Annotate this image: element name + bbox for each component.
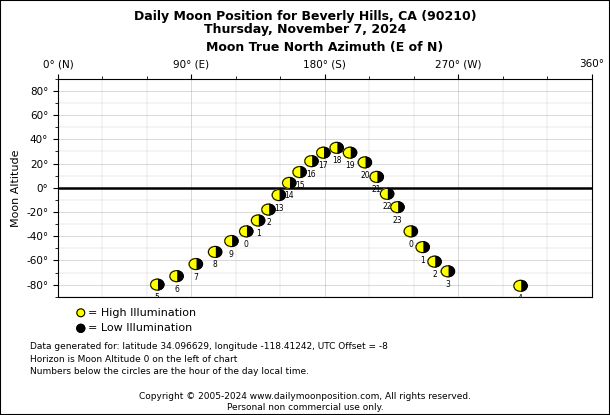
Wedge shape: [305, 156, 312, 166]
Circle shape: [170, 271, 183, 282]
Wedge shape: [330, 142, 337, 153]
Circle shape: [343, 147, 357, 158]
Text: Thursday, November 7, 2024: Thursday, November 7, 2024: [204, 23, 406, 36]
Circle shape: [428, 256, 441, 267]
Wedge shape: [170, 271, 176, 282]
Circle shape: [224, 236, 238, 247]
Text: 8: 8: [213, 261, 218, 269]
X-axis label: Moon True North Azimuth (E of N): Moon True North Azimuth (E of N): [206, 41, 443, 54]
Circle shape: [358, 157, 371, 168]
Circle shape: [77, 309, 85, 317]
Wedge shape: [404, 226, 411, 237]
Wedge shape: [293, 166, 300, 178]
Text: 20: 20: [360, 171, 370, 180]
Text: 3: 3: [445, 280, 450, 289]
Text: 17: 17: [318, 161, 328, 170]
Text: = High Illumination: = High Illumination: [88, 308, 196, 318]
Wedge shape: [317, 147, 323, 158]
Circle shape: [514, 281, 527, 291]
Text: Personal non commercial use only.: Personal non commercial use only.: [227, 403, 383, 413]
Wedge shape: [224, 236, 231, 247]
Circle shape: [251, 215, 265, 226]
Circle shape: [404, 226, 417, 237]
Circle shape: [272, 190, 285, 200]
Wedge shape: [428, 256, 434, 267]
Circle shape: [293, 166, 306, 178]
Y-axis label: Moon Altitude: Moon Altitude: [10, 149, 21, 227]
Wedge shape: [441, 266, 448, 277]
Circle shape: [370, 171, 383, 182]
Text: 0: 0: [408, 240, 413, 249]
Text: 1: 1: [256, 229, 260, 238]
Text: 19: 19: [345, 161, 355, 170]
Text: 5: 5: [155, 293, 160, 302]
Wedge shape: [151, 279, 157, 290]
Text: 18: 18: [332, 156, 342, 165]
Text: 15: 15: [295, 181, 304, 190]
Wedge shape: [209, 247, 215, 257]
Circle shape: [441, 266, 454, 277]
Circle shape: [305, 156, 318, 166]
Circle shape: [240, 226, 253, 237]
Text: 6: 6: [174, 285, 179, 294]
Circle shape: [317, 147, 330, 158]
Circle shape: [77, 325, 85, 332]
Text: 4: 4: [518, 294, 523, 303]
Text: 1: 1: [420, 256, 425, 265]
Circle shape: [416, 242, 429, 253]
Text: = Low Illumination: = Low Illumination: [88, 323, 192, 333]
Circle shape: [262, 204, 275, 215]
Wedge shape: [272, 190, 279, 200]
Text: Copyright © 2005-2024 www.dailymoonposition.com, All rights reserved.: Copyright © 2005-2024 www.dailymoonposit…: [139, 392, 471, 401]
Wedge shape: [343, 147, 350, 158]
Wedge shape: [251, 215, 258, 226]
Wedge shape: [189, 259, 196, 269]
Text: 7: 7: [193, 273, 198, 281]
Wedge shape: [240, 226, 246, 237]
Wedge shape: [381, 188, 387, 199]
Wedge shape: [358, 157, 365, 168]
Circle shape: [330, 142, 343, 153]
Text: 2: 2: [432, 270, 437, 279]
Text: Horizon is Moon Altitude 0 on the left of chart: Horizon is Moon Altitude 0 on the left o…: [30, 355, 238, 364]
Wedge shape: [282, 178, 289, 188]
Wedge shape: [416, 242, 423, 253]
Text: Data generated for: latitude 34.096629, longitude -118.41242, UTC Offset = -8: Data generated for: latitude 34.096629, …: [30, 342, 389, 352]
Wedge shape: [262, 204, 268, 215]
Circle shape: [282, 178, 296, 188]
Circle shape: [391, 202, 404, 212]
Circle shape: [381, 188, 393, 199]
Text: 14: 14: [284, 191, 294, 200]
Circle shape: [151, 279, 164, 290]
Circle shape: [209, 247, 222, 257]
Text: 16: 16: [307, 170, 317, 178]
Text: 13: 13: [274, 203, 284, 212]
Text: 22: 22: [382, 202, 392, 211]
Wedge shape: [391, 202, 398, 212]
Circle shape: [189, 259, 203, 269]
Wedge shape: [370, 171, 377, 182]
Text: 23: 23: [393, 216, 402, 225]
Text: Daily Moon Position for Beverly Hills, CA (90210): Daily Moon Position for Beverly Hills, C…: [134, 10, 476, 23]
Text: 21: 21: [372, 186, 381, 194]
Wedge shape: [514, 281, 520, 291]
Text: Numbers below the circles are the hour of the day local time.: Numbers below the circles are the hour o…: [30, 367, 309, 376]
Text: 0: 0: [244, 240, 249, 249]
Text: 9: 9: [229, 249, 234, 259]
Text: 2: 2: [266, 218, 271, 227]
